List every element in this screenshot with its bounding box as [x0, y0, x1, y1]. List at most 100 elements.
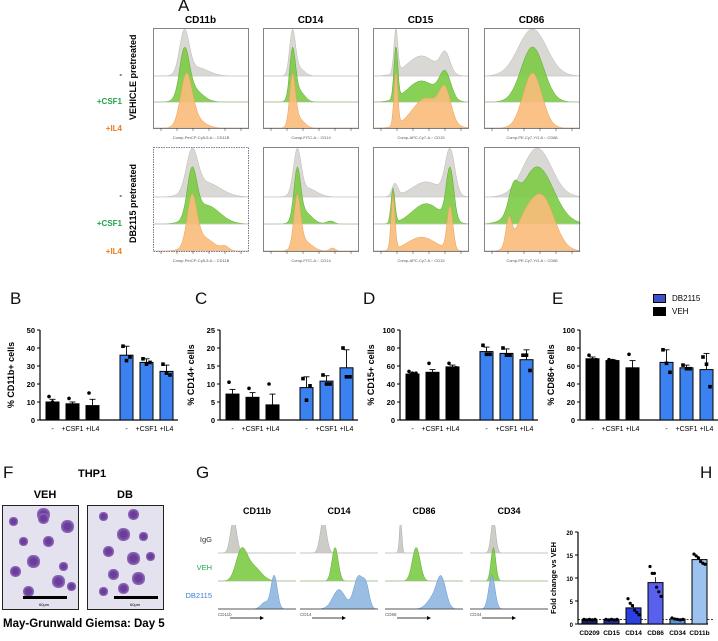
bar-veh	[405, 373, 420, 421]
data-point	[633, 608, 637, 612]
x-tick-label: +CSF1	[496, 426, 518, 433]
data-point	[615, 617, 619, 621]
data-point	[67, 396, 71, 401]
histogram-curve	[470, 525, 548, 554]
panel-label-e: E	[552, 289, 564, 308]
data-point	[701, 355, 705, 359]
image-label-db: DB	[117, 489, 133, 501]
data-point	[661, 348, 665, 352]
histogram-curve	[300, 546, 378, 582]
axis-label: Comp-FITC-A :: CD14	[291, 135, 331, 140]
y-tick-label: 40	[27, 344, 35, 353]
x-tick-label: +IL4	[446, 426, 460, 433]
data-point	[627, 352, 631, 357]
legend-swatch	[653, 307, 666, 316]
bar-veh	[445, 366, 460, 421]
data-point	[521, 353, 525, 357]
cell	[127, 508, 139, 520]
axis-label: Comp-PerCP-Cy5-5-A :: CD11B	[172, 135, 230, 140]
histogram-cd15	[373, 28, 470, 131]
cell	[66, 581, 76, 591]
data-point	[234, 400, 238, 404]
y-tick-label: 5	[211, 398, 215, 407]
bar-veh	[605, 360, 620, 421]
histogram-curve	[153, 147, 250, 198]
data-point	[247, 386, 251, 391]
data-point	[430, 373, 435, 377]
data-point	[650, 571, 654, 575]
y-axis-label: % CD86+ cells	[546, 344, 556, 405]
x-tick-label: CD15	[603, 630, 620, 637]
y-tick-label: 20	[566, 531, 573, 537]
histogram-curve	[218, 525, 296, 554]
panel-label-h: H	[700, 463, 713, 482]
data-point	[488, 352, 492, 357]
data-point	[704, 362, 709, 366]
x-tick-label: +IL4	[266, 426, 280, 433]
data-point	[121, 344, 125, 348]
column-header-cd11b: CD11b	[184, 15, 217, 26]
y-tick-label: 10	[566, 577, 573, 583]
data-point	[594, 357, 598, 362]
histogram-frame	[484, 28, 580, 129]
data-point	[328, 382, 332, 386]
bar-cd11b	[691, 559, 708, 625]
cell	[58, 561, 68, 571]
column-header-cd14: CD14	[327, 506, 351, 516]
histogram-cd14	[300, 525, 378, 620]
histogram-cd11b	[218, 525, 296, 620]
x-tick-label: -	[305, 426, 308, 433]
row-group-label: DB2115 pretreated	[128, 163, 138, 243]
histogram-curve	[264, 46, 359, 103]
data-point	[604, 617, 608, 621]
chart-h: 0 5 10 15 20 Fold change vs VEH CD209 CD15 CD14 C…	[549, 531, 714, 637]
image-label-veh: VEH	[33, 489, 57, 501]
x-tick-label: CD11b	[689, 630, 709, 637]
histogram-cd86	[484, 28, 581, 131]
data-point	[670, 616, 674, 620]
data-point	[484, 352, 489, 357]
legend-label: DB2115	[672, 294, 701, 303]
histogram-curve	[264, 28, 359, 77]
data-point	[504, 353, 509, 357]
data-point	[148, 360, 152, 365]
histogram-cd14	[263, 147, 360, 254]
y-tick-label: 10	[27, 398, 35, 407]
panel-label-f: F	[3, 463, 14, 482]
data-point	[587, 617, 592, 621]
x-tick-label: -	[485, 426, 488, 433]
column-header-cd14: CD14	[297, 15, 324, 26]
cell	[22, 585, 34, 597]
data-point	[626, 597, 630, 601]
y-tick-label: 100	[382, 326, 395, 335]
column-header-cd86: CD86	[412, 506, 436, 516]
bar-db2115	[159, 370, 174, 421]
data-point	[607, 618, 611, 622]
data-point	[703, 562, 707, 566]
bar-cd86	[647, 582, 664, 625]
x-tick-label: -	[591, 426, 594, 433]
histogram-frame	[263, 147, 359, 252]
cell	[98, 586, 108, 596]
histogram-curve	[470, 575, 548, 610]
x-tick-label: -	[125, 426, 128, 433]
histogram-curve	[374, 72, 470, 129]
data-point	[128, 355, 132, 359]
data-point	[524, 353, 529, 357]
histogram-cd15	[373, 147, 470, 254]
panel-label-a: A	[178, 0, 190, 15]
legend: DB2115 VEH	[653, 294, 700, 316]
data-point	[161, 362, 165, 366]
histogram-frame	[153, 147, 249, 252]
histogram-curve	[154, 193, 249, 252]
histogram-curve	[263, 147, 360, 198]
histogram-curve	[470, 546, 548, 582]
y-tick-label: 20	[387, 398, 395, 407]
data-point	[508, 353, 512, 357]
histogram-cd14	[263, 28, 359, 131]
data-point	[87, 391, 91, 395]
y-tick-label: 40	[387, 380, 395, 389]
y-tick-label: 40	[567, 380, 575, 389]
x-tick-label: +IL4	[160, 426, 174, 433]
